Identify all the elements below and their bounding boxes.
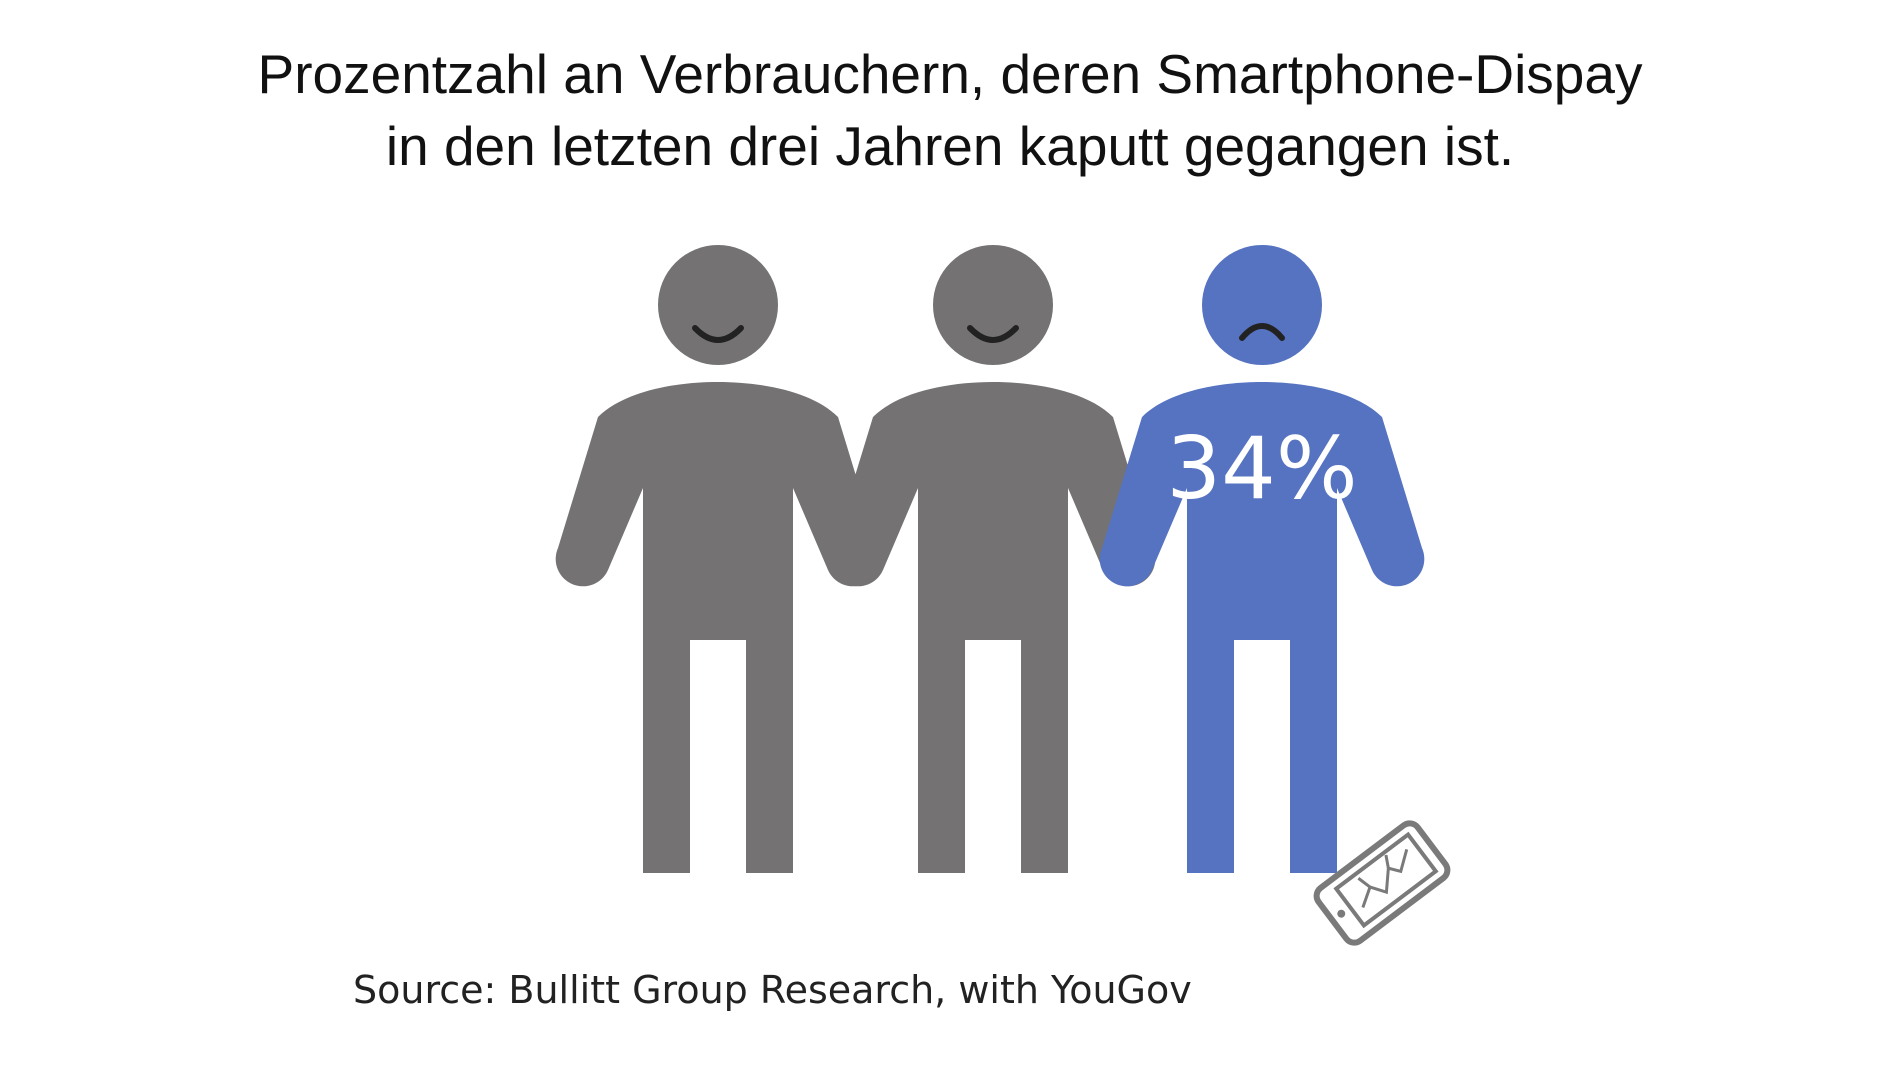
person-head	[1202, 245, 1322, 365]
highlight-value-label: 34%	[1166, 419, 1357, 519]
smile-icon	[967, 325, 1019, 343]
chart-title-line-2: in den letzten drei Jahren kaputt gegang…	[385, 115, 1515, 177]
chart-title: Prozentzahl an Verbrauchern, deren Smart…	[0, 38, 1900, 182]
smile-icon	[692, 325, 744, 343]
source-note: Source: Bullitt Group Research, with You…	[353, 968, 1192, 1012]
chart-title-line-1: Prozentzahl an Verbrauchern, deren Smart…	[257, 43, 1643, 105]
person-body	[830, 382, 1156, 873]
person-figure-1	[555, 245, 881, 873]
person-figure-2	[830, 245, 1156, 873]
broken-phone-icon	[1313, 820, 1451, 946]
person-head	[658, 245, 778, 365]
person-body	[555, 382, 881, 873]
person-figure-3: 34%	[1099, 245, 1425, 873]
frown-icon	[1239, 323, 1285, 341]
person-head	[933, 245, 1053, 365]
